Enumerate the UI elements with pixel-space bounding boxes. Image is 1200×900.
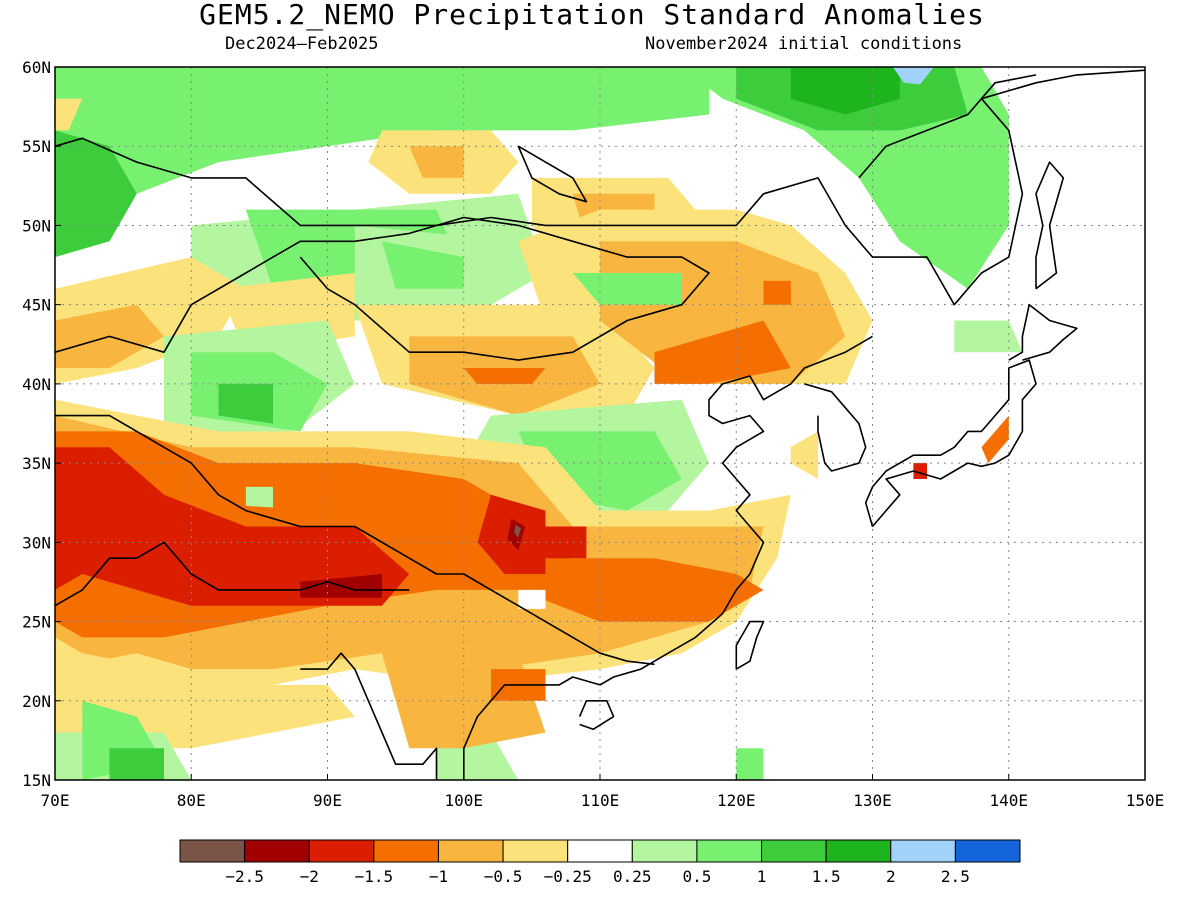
colorbar-swatch [567,839,633,863]
longitude-labels: 70E 80E 90E 100E 110E 120E 130E 140E 150E [41,774,1165,810]
colorbar-label: 1 [757,867,767,886]
lat-tick-label: 30N [22,533,51,552]
anomaly-region [913,463,927,479]
colorbar-label: −2 [300,867,319,886]
lat-tick-label: 20N [22,692,51,711]
colorbar-swatch [502,839,569,863]
coastline [55,414,655,666]
colorbar-label: −0.5 [484,867,523,886]
anomaly-region [463,368,546,384]
anomaly-region [514,524,521,538]
lon-tick-label: 80E [177,791,206,810]
colorbar-swatch [696,839,763,863]
lat-tick-label: 25N [22,613,51,632]
colorbar-labels: −2.5 −2 −1.5 −1 −0.5 −0.25 0.25 0.5 1 1.5 2 2.5 [225,867,969,886]
lat-tick-label: 40N [22,375,51,394]
lon-tick-label: 70E [41,791,70,810]
lon-tick-label: 130E [853,791,892,810]
anomaly-region [790,431,818,479]
coastline [858,74,1037,179]
colorbar-swatch [890,839,956,863]
lon-tick-label: 100E [444,791,483,810]
lon-tick-label: 90E [313,791,342,810]
anomaly-region [981,415,1009,464]
lat-tick-label: 55N [22,137,51,156]
colorbar-swatch [761,839,827,863]
anomaly-region [55,98,83,131]
lon-tick-label: 150E [1126,791,1165,810]
latitude-labels: 60N 55N 50N 45N 40N 35N 30N 25N 20N 15N [22,58,61,790]
colorbar-swatch [825,839,892,863]
lat-tick-label: 45N [22,296,51,315]
lat-tick-label: 60N [22,58,51,77]
lon-tick-label: 120E [717,791,756,810]
colorbar-swatch [437,839,504,863]
anomaly-region [892,67,934,85]
anomaly-region [55,447,410,606]
anomaly-region [109,748,164,780]
anomaly-region [654,320,791,384]
colorbar-label: 0.25 [613,867,652,886]
coastlines [55,69,1145,812]
coastline [517,145,588,203]
coastline [1035,161,1065,290]
coastline [300,652,438,780]
colorbar-swatch [244,839,310,863]
coastline [864,359,1037,528]
colorbar-label: −1 [429,867,448,886]
anomaly-region [55,130,137,258]
anomaly-region [382,241,464,289]
anomaly-fields [55,67,1023,780]
colorbar [179,839,1021,863]
anomaly-region [736,748,764,780]
forecast-period: Dec2024—Feb2025 [225,34,379,54]
lon-tick-label: 140E [989,791,1028,810]
colorbar-label: 2 [886,867,896,886]
colorbar-label: −0.25 [544,867,592,886]
initial-conditions: November2024 initial conditions [645,34,963,54]
anomaly-region [518,589,546,609]
anomaly-region [954,320,1023,353]
coastline [1008,303,1078,361]
coastline [804,383,867,472]
coastline [55,216,710,361]
colorbar-label: −1.5 [355,867,394,886]
anomaly-region [409,146,464,178]
anomaly-region [545,526,587,559]
anomaly-region [572,273,682,305]
colorbar-swatch [954,839,1021,863]
lat-tick-label: 35N [22,454,51,473]
coastline [55,69,1145,306]
coastline [396,796,410,812]
colorbar-label: −2.5 [225,867,264,886]
colorbar-swatch [179,839,246,863]
colorbar-label: 1.5 [812,867,841,886]
coastline [578,699,615,731]
coastline [735,620,765,670]
colorbar-label: 2.5 [941,867,970,886]
lat-tick-label: 15N [22,771,51,790]
colorbar-label: 0.5 [682,867,711,886]
anomaly-region [218,383,273,424]
anomaly-region [763,280,791,305]
chart-title: GEM5.2_NEMO Precipitation Standard Anoma… [199,0,985,31]
anomaly-region [55,67,709,226]
coastline [462,335,873,780]
lon-tick-label: 110E [581,791,620,810]
colorbar-swatch [308,839,375,863]
anomaly-region [245,486,273,508]
colorbar-swatch [373,839,439,863]
colorbar-swatch [631,839,698,863]
coastline [55,541,410,607]
lat-tick-label: 50N [22,216,51,235]
